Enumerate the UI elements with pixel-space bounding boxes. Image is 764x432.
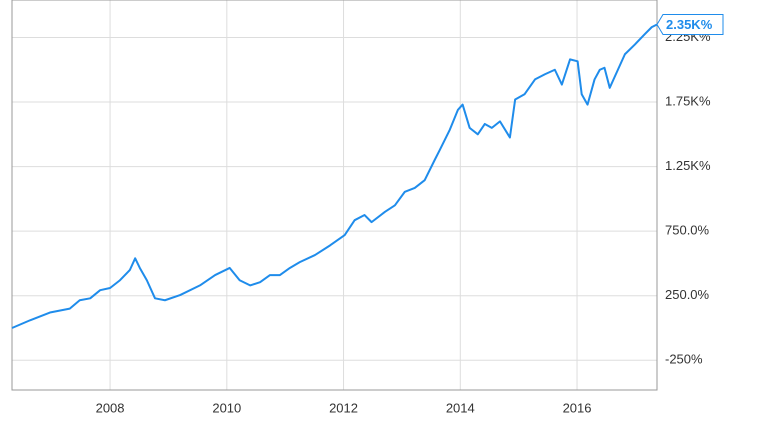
plot-frame: [11, 0, 658, 391]
x-tick-label: 2012: [329, 400, 358, 415]
x-tick-label: 2010: [212, 400, 241, 415]
y-tick-label: 1.75K%: [665, 93, 711, 108]
y-tick-label: -250%: [665, 352, 703, 367]
x-tick-label: 2008: [96, 400, 125, 415]
y-tick-label: 1.25K%: [665, 158, 711, 173]
end-label-text: 2.35K%: [666, 17, 713, 32]
end-label-box: [656, 14, 724, 36]
y-tick-label: 750.0%: [665, 223, 710, 238]
grid: [12, 0, 657, 390]
y-tick-label: 250.0%: [665, 287, 710, 302]
x-tick-label: 2014: [446, 400, 475, 415]
end-label: 2.35K%: [656, 14, 724, 36]
data-line: [11, 23, 658, 329]
x-tick-label: 2016: [563, 400, 592, 415]
